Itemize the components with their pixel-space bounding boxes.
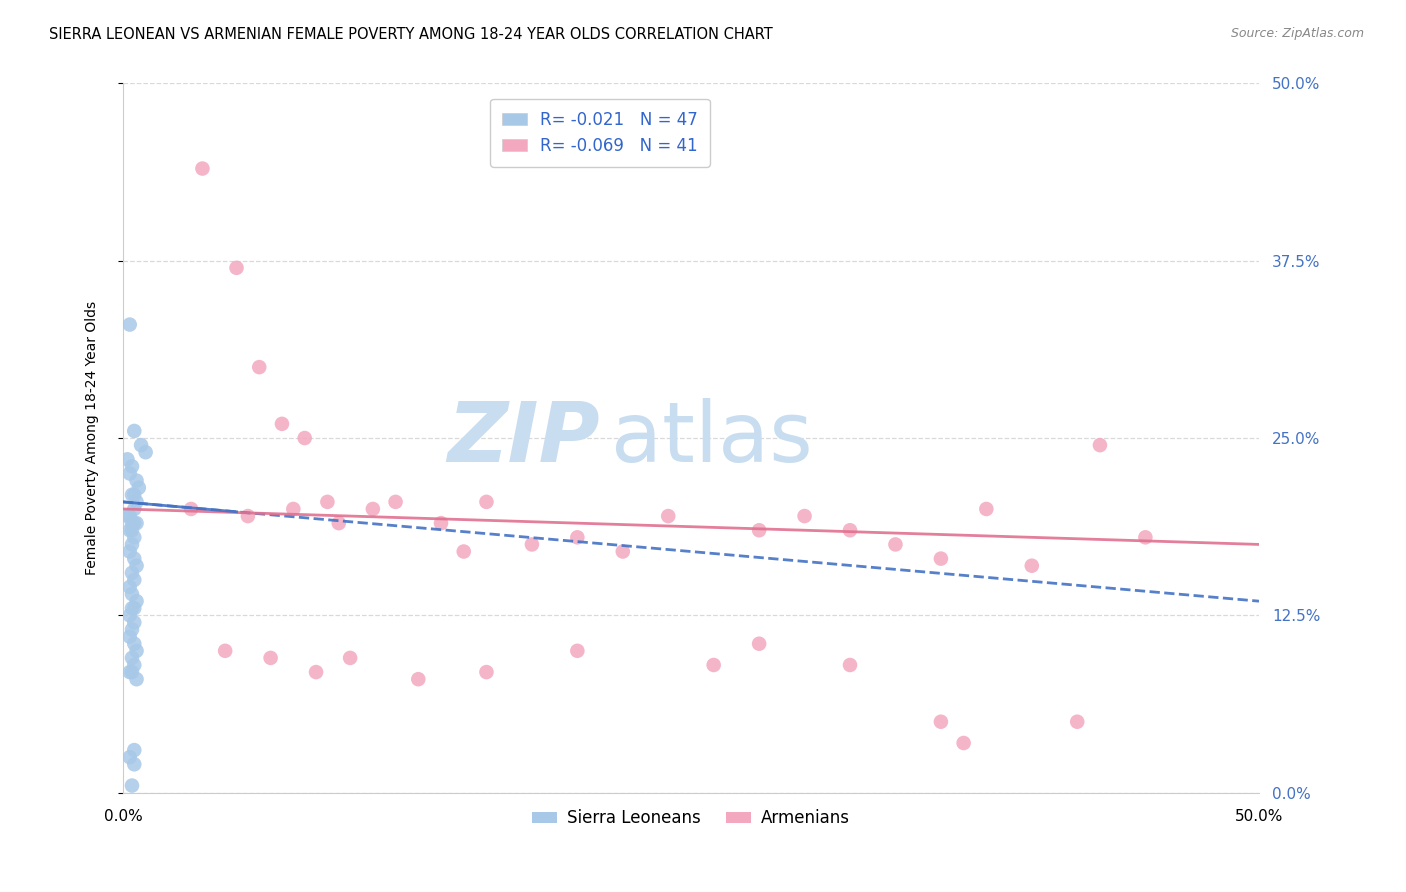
Point xyxy=(122,637,145,651)
Point xyxy=(118,544,141,558)
Point xyxy=(118,509,141,524)
Point xyxy=(118,750,141,764)
Y-axis label: Female Poverty Among 18-24 Year Olds: Female Poverty Among 18-24 Year Olds xyxy=(86,301,100,575)
Point xyxy=(122,757,145,772)
Point xyxy=(328,516,350,530)
Point xyxy=(125,672,148,686)
Point xyxy=(121,623,143,637)
Point xyxy=(236,509,259,524)
Point xyxy=(475,495,498,509)
Point xyxy=(118,665,141,679)
Point xyxy=(475,665,498,679)
Point xyxy=(122,551,145,566)
Point xyxy=(316,495,339,509)
Point xyxy=(952,736,974,750)
Point xyxy=(884,537,907,551)
Point xyxy=(361,502,384,516)
Point xyxy=(122,424,145,438)
Point xyxy=(612,544,634,558)
Point xyxy=(339,651,361,665)
Point xyxy=(121,459,143,474)
Point xyxy=(117,509,139,524)
Point xyxy=(125,644,148,658)
Point xyxy=(703,658,725,673)
Point xyxy=(125,516,148,530)
Point xyxy=(520,537,543,551)
Point xyxy=(122,530,145,544)
Point xyxy=(929,714,952,729)
Point xyxy=(129,438,152,452)
Point xyxy=(408,672,430,686)
Point xyxy=(121,516,143,530)
Point xyxy=(122,488,145,502)
Point xyxy=(121,651,143,665)
Point xyxy=(793,509,815,524)
Text: atlas: atlas xyxy=(612,398,813,478)
Point xyxy=(430,516,453,530)
Point xyxy=(1135,530,1157,544)
Point xyxy=(225,260,247,275)
Point xyxy=(117,452,139,467)
Point xyxy=(453,544,475,558)
Point xyxy=(1088,438,1111,452)
Point xyxy=(567,530,589,544)
Point xyxy=(118,608,141,623)
Point xyxy=(214,644,236,658)
Point xyxy=(121,566,143,580)
Point xyxy=(305,665,328,679)
Point xyxy=(259,651,281,665)
Point xyxy=(567,644,589,658)
Point xyxy=(1021,558,1043,573)
Point xyxy=(247,360,270,375)
Point xyxy=(125,495,148,509)
Point xyxy=(929,551,952,566)
Point xyxy=(122,516,145,530)
Point xyxy=(294,431,316,445)
Point xyxy=(122,502,145,516)
Point xyxy=(122,658,145,673)
Text: SIERRA LEONEAN VS ARMENIAN FEMALE POVERTY AMONG 18-24 YEAR OLDS CORRELATION CHAR: SIERRA LEONEAN VS ARMENIAN FEMALE POVERT… xyxy=(49,27,773,42)
Point xyxy=(121,779,143,793)
Point xyxy=(121,537,143,551)
Point xyxy=(976,502,998,516)
Point xyxy=(118,630,141,644)
Point xyxy=(748,637,770,651)
Legend: Sierra Leoneans, Armenians: Sierra Leoneans, Armenians xyxy=(526,803,856,834)
Text: ZIP: ZIP xyxy=(447,398,600,478)
Point xyxy=(839,523,862,537)
Point xyxy=(128,481,150,495)
Point xyxy=(122,601,145,615)
Point xyxy=(125,594,148,608)
Point xyxy=(122,743,145,757)
Point xyxy=(121,601,143,615)
Point xyxy=(125,474,148,488)
Point xyxy=(1066,714,1088,729)
Point xyxy=(839,658,862,673)
Point xyxy=(121,665,143,679)
Point xyxy=(125,558,148,573)
Point xyxy=(121,523,143,537)
Point xyxy=(121,587,143,601)
Point xyxy=(122,573,145,587)
Point xyxy=(271,417,294,431)
Point xyxy=(748,523,770,537)
Point xyxy=(118,318,141,332)
Point xyxy=(384,495,406,509)
Point xyxy=(657,509,679,524)
Point xyxy=(283,502,305,516)
Point xyxy=(135,445,157,459)
Point xyxy=(122,615,145,630)
Point xyxy=(118,467,141,481)
Point xyxy=(118,523,141,537)
Point xyxy=(121,488,143,502)
Text: Source: ZipAtlas.com: Source: ZipAtlas.com xyxy=(1230,27,1364,40)
Point xyxy=(180,502,202,516)
Point xyxy=(191,161,214,176)
Point xyxy=(118,580,141,594)
